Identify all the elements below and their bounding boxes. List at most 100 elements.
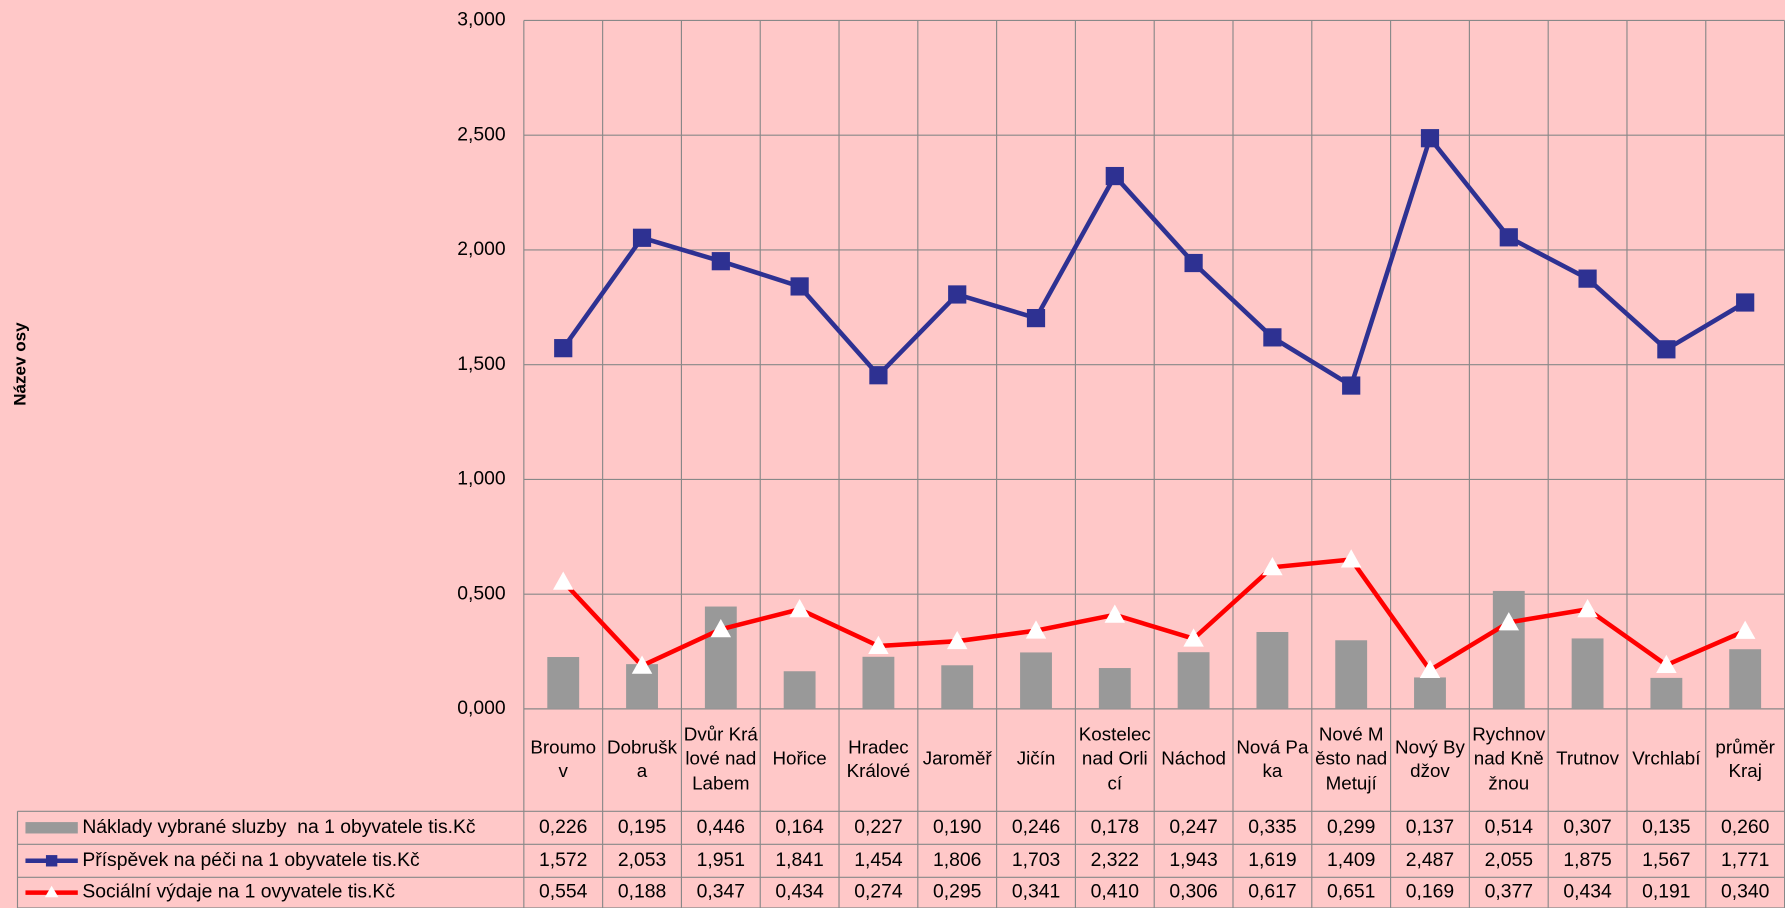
legend-key [25,822,78,834]
category-cell: Dvůr Králové nad Labem [684,725,758,794]
table-value: 1,572 [539,849,587,871]
table-value: 0,651 [1327,881,1375,903]
table-value: 0,446 [697,816,745,838]
bar [1098,668,1131,709]
table-value: 1,943 [1169,849,1217,871]
table-value: 0,341 [1012,881,1060,903]
table-value: 0,554 [539,881,588,903]
marker [1025,620,1047,639]
y-tick-label: 2,500 [457,123,505,145]
marker [1340,549,1362,568]
x-tick-label: Hořice [772,749,827,770]
y-tick-label: 0,500 [457,582,505,604]
category-cell: Nová Paka [1236,736,1309,782]
table-value: 1,875 [1563,849,1611,871]
table-value: 1,454 [854,849,903,871]
legend-label: Náklady vybrané sluzby na 1 obyvatele ti… [82,816,476,838]
table-value: 0,347 [697,881,745,903]
marker [1419,659,1441,679]
table-value: 0,195 [618,816,666,838]
table-value: 2,487 [1406,849,1454,871]
marker [1657,340,1676,359]
category-cell: Hořice [772,749,827,770]
bar [1177,652,1210,709]
category-cell: Nový Bydžov [1395,737,1465,782]
marker [1577,599,1598,618]
y-tick-label: 0,000 [457,697,505,719]
x-tick-label: Náchod [1161,749,1226,770]
marker [1420,129,1440,148]
y-tick-label: 2,000 [457,238,505,260]
marker [790,277,809,296]
bar [1492,590,1525,709]
category-cell: Kostelec nad Orlicí [1078,724,1151,794]
marker [1499,228,1518,247]
legend-marker [45,855,58,867]
marker [1342,376,1361,395]
category-cell: Broumov [530,737,596,782]
table-value: 0,260 [1721,816,1769,838]
bar [1571,638,1604,709]
marker [1104,604,1126,623]
table-value: 0,247 [1169,816,1217,838]
category-cell: Nové Město nad Metují [1315,725,1387,794]
table-value: 1,409 [1327,849,1375,871]
marker [946,630,968,650]
y-axis-title: Název osy [10,322,29,406]
table-value: 0,135 [1642,816,1690,838]
bar [1729,649,1762,709]
table-value: 0,169 [1406,881,1454,903]
line [561,557,1747,674]
x-tick-label: Vrchlabí [1632,749,1701,770]
category-cell: Jičín [1017,749,1056,769]
y-tick-label: 3,000 [457,9,505,31]
table-value: 0,307 [1563,816,1611,838]
bar [1414,677,1446,709]
marker [1656,654,1677,674]
legend-label: Sociální výdaje na 1 ovyvatele tis.Kč [82,881,395,903]
table-value: 0,434 [1563,881,1612,903]
legend-label: Příspěvek na péči na 1 obyvatele tis.Kč [82,849,420,871]
marker [711,252,730,271]
x-tick-label: Nová Paka [1236,736,1309,782]
x-tick-label: Kostelec nad Orlicí [1078,724,1151,794]
table-value: 0,190 [933,816,981,838]
table-value: 0,137 [1406,816,1454,838]
marker [1184,253,1203,273]
x-tick-label: Hradec Králové [846,736,911,782]
bar [1650,677,1683,709]
category-cell: Jaroměř [922,749,992,770]
marker [1183,628,1204,647]
marker [1105,166,1124,186]
category-cell: Dobruška [607,736,677,782]
bar [1020,652,1052,709]
table-value: 2,053 [618,849,666,871]
category-cell: Trutnov [1556,749,1620,770]
x-tick-label: průměr Kraj [1715,736,1775,782]
legend-marker [44,885,59,898]
x-tick-label: Dobruška [607,736,677,782]
category-cell: Náchod [1161,749,1226,770]
table-value: 0,617 [1248,881,1296,903]
category-cell: průměr Kraj [1715,736,1775,782]
marker [631,655,653,674]
table-value: 1,703 [1012,849,1060,871]
marker [948,285,967,304]
table-value: 1,567 [1642,849,1690,871]
bar [1256,632,1289,709]
bar [547,657,580,709]
line [561,133,1747,390]
table-value: 1,771 [1721,849,1769,871]
marker [1262,557,1283,576]
table-value: 0,178 [1091,816,1139,838]
table-value: 0,377 [1485,881,1533,903]
x-tick-label: Trutnov [1556,749,1620,770]
table-value: 0,246 [1012,816,1060,838]
table-value: 0,299 [1327,816,1375,838]
marker [710,619,732,638]
table-value: 0,227 [854,816,902,838]
x-tick-label: Jaroměř [922,749,992,770]
marker [868,635,889,654]
